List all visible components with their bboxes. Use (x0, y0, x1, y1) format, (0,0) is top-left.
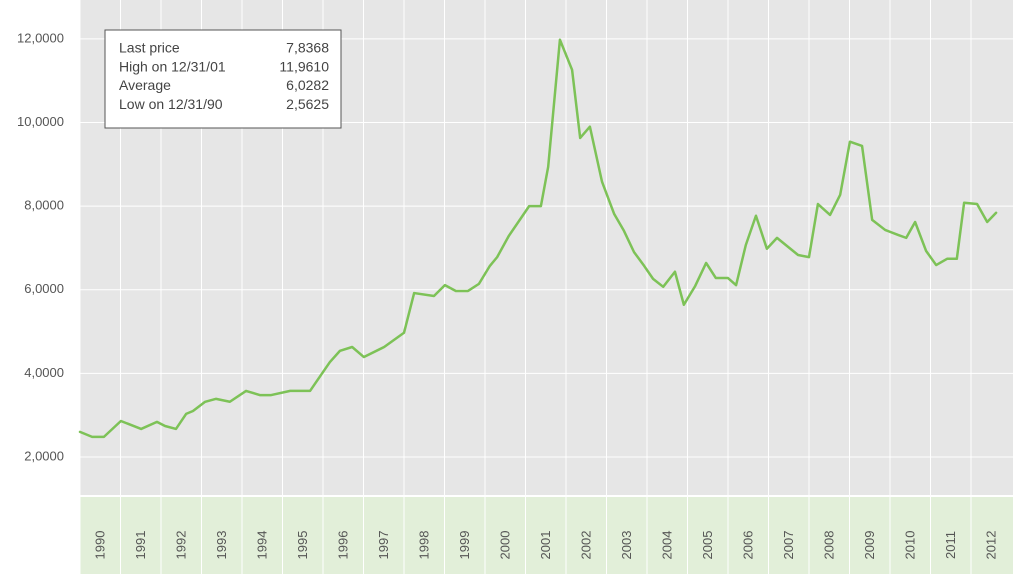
x-axis-band (80, 497, 1013, 574)
x-tick-label: 2008 (822, 531, 837, 560)
info-label: Average (119, 77, 171, 93)
x-tick-label: 2003 (619, 531, 634, 560)
labels: 2,0000 4,0000 6,0000 8,0000 10,0000 12,0000 19… (17, 30, 999, 559)
y-tick-label: 4,0000 (24, 365, 64, 380)
info-value: 11,9610 (279, 58, 329, 74)
info-value: 6,0282 (286, 77, 329, 93)
info-box-frame (104, 29, 342, 129)
info-value: 7,8368 (286, 40, 329, 56)
x-tick-label: 1990 (93, 531, 108, 560)
x-tick-label: 1993 (214, 531, 229, 560)
x-tick-label: 1998 (417, 531, 432, 560)
x-tick-label: 1995 (295, 531, 310, 560)
price-line (78, 38, 998, 439)
info-label: Low on 12/31/90 (119, 96, 223, 112)
x-tick-label: 2001 (538, 531, 553, 560)
info-box: Last price 7,8368 High on 12/31/01 11,9610 A… (104, 29, 342, 129)
y-tick-label: 10,0000 (17, 114, 64, 129)
x-tick-label: 2006 (741, 531, 756, 560)
info-value: 2,5625 (286, 96, 329, 112)
x-tick-label: 1997 (376, 531, 391, 560)
y-tick-label: 12,0000 (17, 30, 64, 45)
x-tick-label: 2000 (498, 531, 513, 560)
y-tick-label: 8,0000 (24, 198, 64, 213)
x-tick-label: 1991 (133, 531, 148, 560)
x-tick-label: 2009 (862, 531, 877, 560)
x-tick-label: 2005 (700, 531, 715, 560)
x-tick-label: 2012 (984, 531, 999, 560)
x-tick-label: 2011 (943, 531, 958, 559)
x-tick-label: 2007 (781, 531, 796, 560)
x-tick-label: 1996 (336, 531, 351, 560)
y-tick-label: 2,0000 (24, 448, 64, 463)
info-label: Last price (119, 40, 180, 56)
x-tick-label: 2004 (660, 531, 675, 560)
x-tick-label: 1994 (255, 531, 270, 560)
info-label: High on 12/31/01 (119, 58, 226, 74)
lines (78, 38, 998, 439)
x-tick-label: 1999 (457, 531, 472, 560)
x-tick-label: 1992 (174, 531, 189, 560)
x-tick-label: 2010 (903, 531, 918, 560)
x-tick-label: 2002 (579, 531, 594, 560)
y-tick-label: 6,0000 (24, 281, 64, 296)
